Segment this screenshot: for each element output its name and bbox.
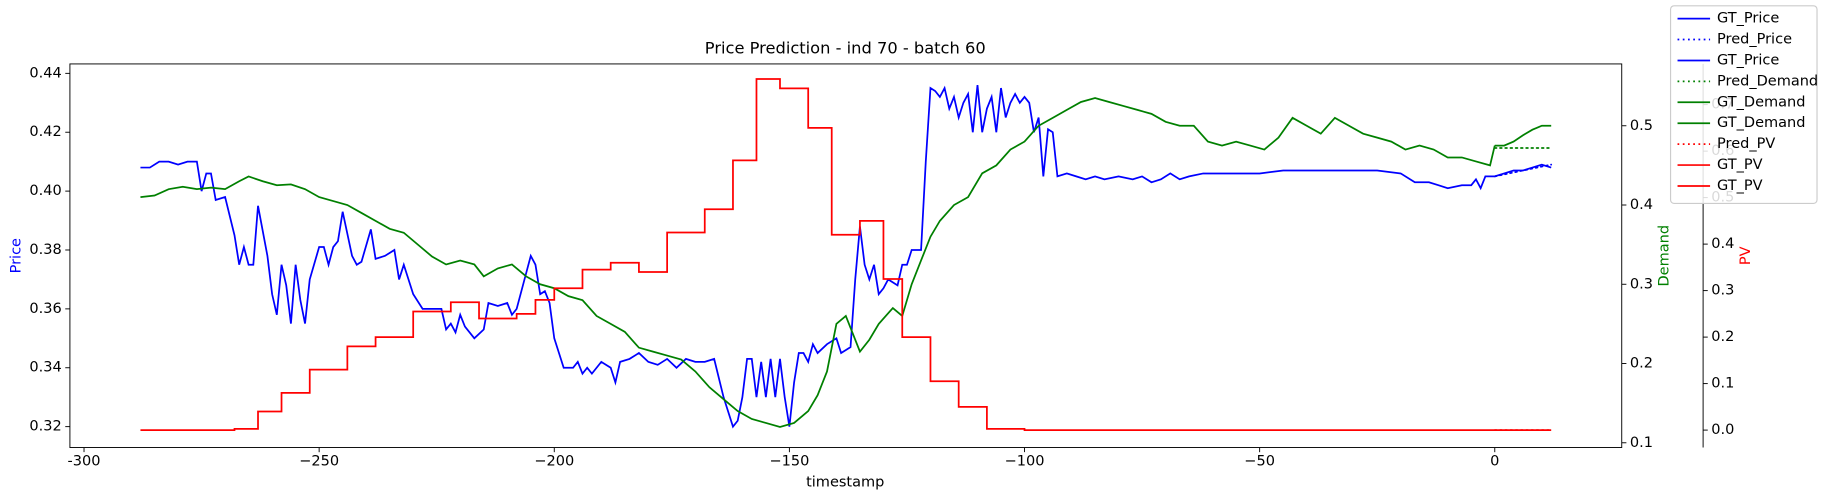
legend-label: Pred_Demand	[1717, 73, 1818, 89]
y2-tick-label: 0.5	[1630, 118, 1653, 134]
y2-axis-label: Demand	[1657, 225, 1673, 287]
x-tick-label: −100	[1005, 453, 1045, 469]
series-line	[140, 97, 1496, 428]
plot-frame	[69, 63, 1623, 448]
y2-tick-label: 0.4	[1630, 197, 1653, 213]
y3-axis-label: PV	[1738, 246, 1754, 265]
y-tick-label: 0.44	[29, 65, 61, 81]
legend-label: GT_Demand	[1717, 94, 1805, 110]
y-axis-label: Price	[8, 238, 24, 273]
y-tick-label: 0.32	[29, 419, 61, 435]
legend-label: Pred_PV	[1717, 136, 1775, 152]
series-line	[140, 85, 1495, 429]
y-tick-label: 0.42	[29, 124, 61, 140]
series-line	[140, 78, 1495, 431]
x-tick-label: 0	[1490, 453, 1499, 469]
y3-tick-label: 0.4	[1711, 236, 1734, 252]
y3-tick-label: 0.1	[1711, 376, 1734, 392]
x-tick-label: −50	[1244, 453, 1275, 469]
series-line	[1494, 124, 1552, 147]
y2-tick-label: 0.3	[1630, 276, 1653, 292]
legend-label: GT_PV	[1717, 157, 1763, 173]
x-tick-label: -300	[68, 453, 101, 469]
x-tick-label: −250	[299, 453, 339, 469]
y-tick-label: 0.34	[29, 360, 61, 376]
legend-label: Pred_Price	[1717, 32, 1792, 48]
legend-box	[1669, 5, 1818, 205]
legend-label: GT_Price	[1717, 52, 1779, 68]
y-tick-label: 0.40	[29, 183, 61, 199]
y-tick-label: 0.36	[29, 301, 61, 317]
chart-title: Price Prediction - ind 70 - batch 60	[705, 38, 986, 57]
series-line	[1494, 163, 1552, 178]
y3-tick-label: 0.3	[1711, 283, 1734, 299]
legend-label: GT_PV	[1717, 178, 1763, 194]
y3-tick-label: 0.0	[1711, 422, 1734, 438]
x-tick-label: −200	[534, 453, 574, 469]
y3-tick-label: 0.2	[1711, 329, 1734, 345]
x-axis-label: timestamp	[806, 474, 884, 490]
legend-label: GT_Demand	[1717, 115, 1805, 131]
y2-tick-label: 0.2	[1630, 356, 1653, 372]
series-line	[1493, 163, 1553, 178]
x-tick-label: −150	[769, 453, 809, 469]
legend-label: GT_Price	[1717, 11, 1779, 27]
y-tick-label: 0.38	[29, 242, 61, 258]
y2-tick-label: 0.1	[1630, 435, 1653, 451]
